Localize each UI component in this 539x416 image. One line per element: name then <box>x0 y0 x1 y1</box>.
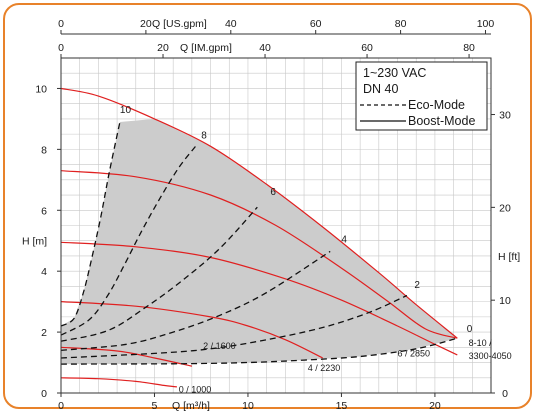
curve-label: 6 <box>270 187 276 198</box>
left-tick-label: 10 <box>35 83 47 95</box>
right-tick-label: 10 <box>499 295 511 307</box>
top-im-axis-title: Q [IM.gpm] <box>180 42 232 54</box>
top-im-tick-label: 0 <box>58 42 64 54</box>
top-us-tick-label: 20 <box>140 18 152 30</box>
bottom-tick-label: 0 <box>58 400 64 412</box>
top-us-tick-label: 80 <box>395 18 407 30</box>
top-us-tick-label: 0 <box>58 18 64 30</box>
right-tick-label: 20 <box>499 202 511 214</box>
curve-label: 10 <box>120 105 132 116</box>
legend-voltage: 1~230 VAC <box>363 66 426 80</box>
legend-boost-label: Boost-Mode <box>408 114 475 128</box>
bottom-tick-label: 20 <box>429 400 441 412</box>
top-im-tick-label: 40 <box>259 42 271 54</box>
curve-label: 4 / 2230 <box>308 363 341 373</box>
left-tick-label: 6 <box>41 205 47 217</box>
left-tick-label: 0 <box>41 388 47 400</box>
bottom-tick-label: 10 <box>242 400 254 412</box>
eco-curve-2 <box>60 294 408 359</box>
left-tick-label: 4 <box>41 266 47 278</box>
curve-label: 3300-4050 <box>469 351 512 361</box>
curve-label: 4 <box>341 234 347 245</box>
left-axis-title: H [m] <box>22 236 47 248</box>
top-im-tick-label: 60 <box>361 42 373 54</box>
operating-area <box>61 118 458 365</box>
eco-curve-0 <box>60 337 458 365</box>
boost-curve-1 <box>60 170 458 339</box>
eco-curve-8 <box>60 145 197 336</box>
curve-label: 8 <box>201 131 207 142</box>
top-im-tick-label: 20 <box>157 42 169 54</box>
curve-label: 0 / 1000 <box>179 384 212 394</box>
curve-label: 8-10 / <box>469 338 493 348</box>
left-tick-label: 8 <box>41 144 47 156</box>
legend-dn: DN 40 <box>363 82 398 96</box>
right-tick-label: 0 <box>502 388 508 400</box>
boost-curve-0 <box>60 87 458 339</box>
left-tick-label: 2 <box>41 327 47 339</box>
bottom-tick-label: 15 <box>336 400 348 412</box>
curve-label: 2 / 1600 <box>203 341 236 351</box>
eco-curve-6 <box>60 206 258 342</box>
top-us-tick-label: 100 <box>477 18 495 30</box>
boost-curve-3 <box>60 301 323 359</box>
top-us-axis-title: Q [US.gpm] <box>152 18 207 30</box>
right-tick-label: 30 <box>499 110 511 122</box>
boost-curve-4 <box>60 346 193 367</box>
legend-eco-label: Eco-Mode <box>408 98 465 112</box>
top-us-tick-label: 60 <box>310 18 322 30</box>
plot-border <box>60 57 492 394</box>
top-us-tick-label: 40 <box>225 18 237 30</box>
bottom-tick-label: 5 <box>152 400 158 412</box>
boost-curve-2 <box>60 241 458 356</box>
boost-curve-5 <box>60 377 177 388</box>
top-im-tick-label: 80 <box>463 42 475 54</box>
curve-label: 0 <box>467 324 473 335</box>
eco-curve-10 <box>60 121 121 327</box>
right-axis-title: H [ft] <box>498 251 520 263</box>
curve-label: 6 / 2850 <box>398 348 431 358</box>
curve-label: 2 <box>414 280 420 291</box>
bottom-axis-title: Q [m³/h] <box>172 400 210 412</box>
legend-box <box>355 61 488 131</box>
